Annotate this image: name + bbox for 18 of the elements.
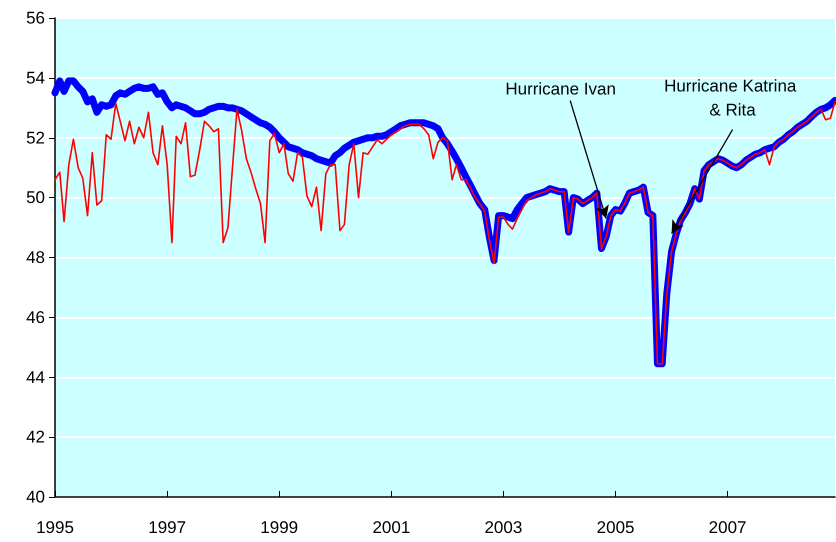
annotation: Hurricane Katrina & Rita (664, 76, 802, 120)
x-tick-label: 2007 (708, 518, 746, 537)
y-tick-label: 42 (26, 428, 45, 447)
y-tick-label: 56 (26, 8, 45, 28)
y-tick-label: 54 (26, 68, 45, 88)
y-tick-label: 44 (26, 368, 45, 387)
x-tick-label: 1997 (148, 518, 186, 537)
x-tick-label: 1995 (36, 518, 74, 537)
annotation: Hurricane Ivan (505, 79, 616, 98)
y-tick-label: 46 (26, 308, 45, 327)
x-tick-label: 2001 (372, 518, 410, 537)
y-tick-label: 52 (26, 128, 45, 148)
x-tick-label: 2003 (484, 518, 522, 537)
x-tick-label: 2005 (596, 518, 634, 537)
y-tick-label: 40 (26, 488, 45, 506)
x-tick-label: 1999 (260, 518, 298, 537)
y-tick-label: 48 (26, 248, 45, 267)
y-tick-label: 50 (26, 188, 45, 208)
